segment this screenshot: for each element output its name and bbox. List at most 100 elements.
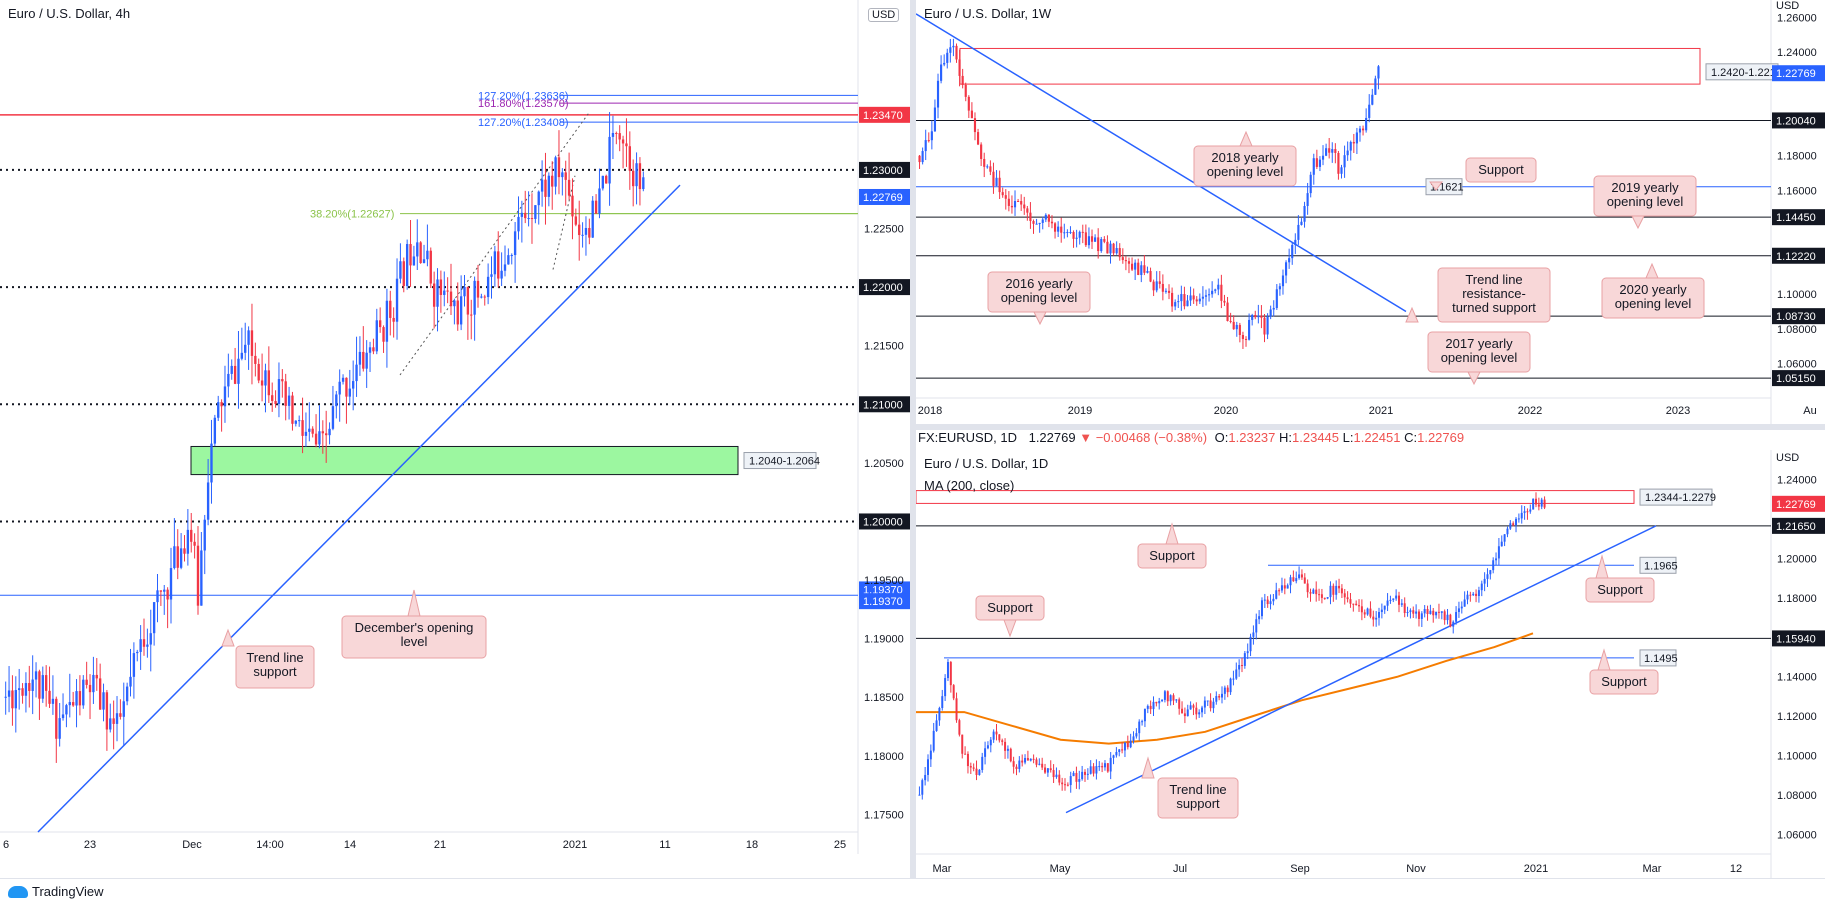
candle-1w-candle	[1315, 158, 1318, 167]
chart-4h-panel[interactable]: 1.2040-1.2064 127.20%(1.23636) 161.80%(1.2…	[0, 0, 910, 878]
chart-1w-svg[interactable]: 1.2420-1.22141.16211.227691.200401.14450…	[916, 0, 1825, 424]
x-tick-1w: 2021	[1369, 405, 1393, 417]
panel-divider-vertical[interactable]	[910, 0, 916, 878]
candle-1d-candle	[1366, 608, 1369, 615]
x-tick-1w: Au	[1803, 405, 1816, 417]
candle-4h-candle	[82, 679, 85, 706]
candle-4h-candle	[21, 688, 24, 696]
tradingview-logo[interactable]: TradingView	[8, 884, 104, 899]
candle-1d-candle	[1021, 760, 1024, 763]
candle-1d-candle	[995, 731, 998, 735]
x-tick-1w: 2019	[1068, 405, 1092, 417]
candle-4h-candle	[368, 347, 372, 353]
price-badge-4h: 1.23470	[863, 110, 903, 122]
candle-1d-candle	[1397, 595, 1400, 605]
candle-4h-candle	[240, 352, 244, 359]
candle-4h-candle	[88, 684, 92, 693]
candle-1d-candle	[1035, 759, 1038, 765]
candle-1d-candle	[1520, 512, 1523, 519]
candle-1d-candle	[1195, 707, 1198, 715]
fib-label: 38.20%(1.22627)	[310, 209, 394, 221]
candle-4h-candle	[348, 388, 351, 397]
candle-1d-candle	[1323, 597, 1326, 599]
candle-1d-candle	[1412, 610, 1415, 614]
callout-2019-text: 2019 yearly	[1611, 180, 1679, 195]
price-badge-1w-bg	[1772, 247, 1825, 264]
chart-1d-panel[interactable]: 1.2344-1.2279 1.1965 1.1495 1.22769 1.21650 1…	[916, 450, 1825, 878]
candle-1d-candle	[969, 766, 972, 768]
y-tick-1w: 1.06000	[1777, 358, 1817, 370]
candle-1d-candle	[1018, 760, 1021, 770]
candle-1d-candle	[1415, 611, 1418, 614]
candle-1d-candle	[984, 748, 987, 757]
callout-support-a-pointer	[1165, 522, 1179, 545]
candle-1w-candle	[1161, 283, 1164, 292]
callout-trendline-1d-pointer	[1141, 756, 1155, 779]
candle-1d-candle	[966, 753, 969, 767]
candle-4h-candle	[223, 386, 227, 407]
ma-indicator-label[interactable]: MA (200, close)	[924, 478, 1015, 493]
candle-1d-candle	[1420, 613, 1423, 619]
callout-trendline-1w-pointer	[1405, 306, 1419, 323]
callout-support-1w-box	[1465, 157, 1537, 183]
candle-1d-candle	[1149, 705, 1152, 710]
candle-1d-candle	[1477, 590, 1480, 597]
candle-1d-candle	[1024, 757, 1027, 763]
candle-1d-candle	[1349, 599, 1352, 604]
candle-4h-candle	[574, 216, 578, 225]
candle-4h-candle	[291, 395, 294, 424]
candle-1d-candle	[1052, 770, 1055, 778]
candle-1w-candle	[1167, 290, 1171, 293]
candle-1w-candle	[958, 59, 961, 76]
candle-1d-candle	[1072, 772, 1075, 777]
candle-1d-candle	[938, 708, 941, 721]
candle-1d-candle	[1340, 588, 1343, 594]
candle-1d-candle	[1186, 709, 1189, 717]
callout-dec-open-box	[341, 615, 487, 659]
candle-1d-candle	[1258, 616, 1261, 620]
candle-4h-candle	[190, 529, 193, 542]
fib-projection-2	[552, 175, 576, 270]
currency-label-4h[interactable]: USD	[868, 8, 900, 22]
chart-1d-svg[interactable]: 1.2344-1.2279 1.1965 1.1495 1.22769 1.21650 1…	[916, 450, 1825, 878]
chart-1w-panel[interactable]: 1.2420-1.2214 1.1621 1.22769 1.20040 1.14450…	[916, 0, 1825, 424]
candle-4h-candle	[287, 395, 291, 406]
candle-1d-candle	[1249, 636, 1252, 652]
candle-1d-candle	[1012, 761, 1015, 767]
candle-1d-candle	[1181, 708, 1184, 714]
candle-1d-candle	[964, 753, 967, 755]
candle-4h-candle	[402, 261, 405, 287]
candle-1w-candle	[986, 166, 989, 168]
candle-4h-candle	[78, 691, 82, 706]
candle-1w-candle	[1340, 167, 1343, 174]
candle-4h-candle	[605, 175, 608, 184]
candle-1d-candle	[1229, 678, 1232, 693]
candle-1d-candle	[992, 731, 995, 740]
candle-1d-candle	[1289, 577, 1292, 586]
candle-1w-candle	[1266, 316, 1269, 335]
candle-4h-candle	[267, 370, 271, 396]
candle-1w-candle	[1318, 159, 1322, 167]
x-tick-1w: 2022	[1518, 405, 1542, 417]
price-badge-4h: 1.22000	[863, 282, 903, 294]
chart-4h-svg[interactable]: 1.2040-1.2064 127.20%(1.23636)161.80%(1.2…	[0, 0, 910, 878]
candle-4h-candle	[625, 143, 628, 147]
candle-1w-candle	[1118, 248, 1121, 258]
candle-1d-candle	[1009, 748, 1012, 762]
panel-divider-horizontal[interactable]	[916, 424, 1825, 430]
candle-1d-candle	[1338, 585, 1341, 589]
symbol-name[interactable]: FX:EURUSD, 1D	[918, 430, 1017, 445]
demand-zone	[190, 445, 739, 476]
candle-1d-candle	[1015, 766, 1018, 770]
candle-4h-candle	[341, 377, 345, 382]
candle-1d-candle	[1075, 772, 1078, 782]
candle-4h-candle	[527, 218, 530, 220]
candle-4h-candle	[621, 139, 625, 144]
callout-trendline-4h-box	[235, 645, 315, 689]
candle-1d-candle	[1358, 605, 1361, 607]
price-badge-1w-bg	[1772, 308, 1825, 325]
candle-1w-candle	[1023, 204, 1026, 209]
candle-4h-candle	[493, 251, 497, 275]
candle-4h-candle	[68, 702, 71, 706]
callout-trendline-1w-text: turned support	[1452, 300, 1536, 315]
